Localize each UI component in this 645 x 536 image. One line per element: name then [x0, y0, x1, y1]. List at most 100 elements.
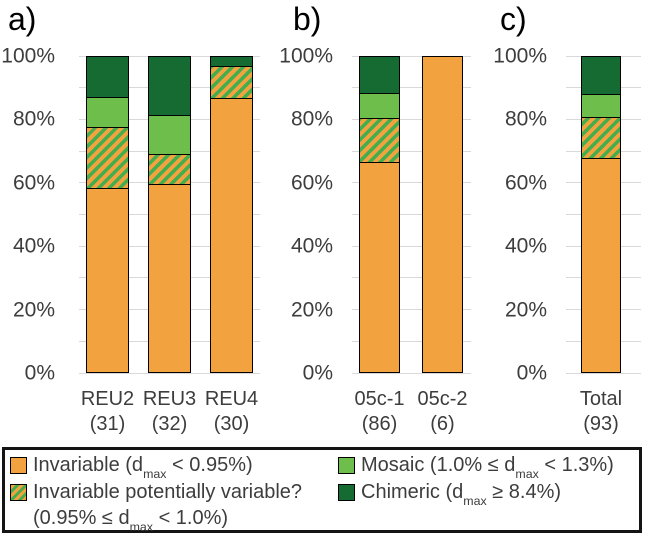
y-tick-label: 100%	[493, 44, 547, 68]
y-tick-label: 20%	[504, 298, 547, 322]
legend-swatch-mosaic	[338, 457, 355, 474]
gridline	[79, 372, 260, 374]
segment-mosaic	[87, 97, 128, 129]
y-tick-label: 80%	[12, 107, 55, 131]
bar-REU3	[148, 56, 191, 373]
y-tick-label: 100%	[279, 44, 333, 68]
gridline	[352, 245, 471, 247]
legend-label-invariable-potentially-variable: Invariable potentially variable? (0.95% ≤…	[33, 480, 303, 535]
gridline	[352, 55, 471, 57]
category-name: REU2	[80, 388, 135, 410]
legend-item-chimeric: Chimeric (dmax ≥ 8.4%)	[338, 479, 638, 508]
bar-05c-1	[359, 56, 400, 373]
plot-area-panel-b	[352, 55, 471, 374]
y-axis-panel-b: 0% 20% 40% 60% 80% 100%	[278, 46, 333, 384]
gridline	[352, 87, 471, 89]
category-count: (32)	[151, 413, 188, 435]
bar-REU4	[210, 56, 253, 373]
segment-invariable-potentially-variable	[211, 67, 252, 99]
x-category-label-REU3: REU3 (32)	[143, 387, 196, 437]
gridline	[352, 214, 471, 215]
x-category-label-05c-1: 05c-1 (86)	[354, 387, 404, 437]
segment-mosaic	[582, 94, 620, 119]
y-tick-label: 60%	[504, 171, 547, 195]
segment-invariable-potentially-variable	[582, 118, 620, 159]
segment-invariable	[582, 158, 620, 372]
x-category-label-05c-2: 05c-2 (6)	[417, 387, 467, 437]
segment-mosaic	[360, 93, 399, 120]
y-tick-label: 40%	[290, 234, 333, 258]
x-category-label-REU2: REU2 (31)	[81, 387, 134, 437]
gridline	[352, 182, 471, 184]
segment-mosaic	[149, 115, 190, 156]
y-tick-label: 40%	[12, 234, 55, 258]
bar-REU2	[86, 56, 129, 373]
segment-invariable	[211, 98, 252, 372]
legend-box: Invariable (dmax < 0.95%) Invariable pote…	[2, 447, 642, 533]
bar-05c-2	[422, 56, 463, 373]
plot-area-panel-a	[79, 55, 260, 374]
segment-chimeric	[87, 57, 128, 98]
legend-swatch-chimeric	[338, 483, 355, 501]
plot-area-panel-c	[566, 55, 641, 374]
bar-Total	[581, 56, 621, 373]
legend-label-chimeric: Chimeric (dmax ≥ 8.4%)	[361, 480, 562, 508]
gridline	[352, 150, 471, 152]
category-count: (6)	[430, 413, 455, 435]
y-tick-label: 0%	[516, 361, 547, 385]
legend-label-mosaic: Mosaic (1.0% ≤ dmax < 1.3%)	[361, 454, 614, 482]
gridline	[352, 340, 471, 342]
legend-column-left: Invariable (dmax < 0.95%) Invariable pote…	[10, 452, 330, 535]
y-tick-label: 0%	[302, 361, 333, 385]
category-count: (31)	[89, 413, 126, 435]
gridline	[352, 372, 471, 374]
category-name: 05c-2	[417, 388, 468, 410]
y-tick-label: 20%	[12, 298, 55, 322]
segment-invariable	[360, 163, 399, 372]
y-axis-panel-c: 0% 20% 40% 60% 80% 100%	[492, 46, 547, 384]
x-category-label-REU4: REU4 (30)	[205, 387, 258, 437]
y-tick-label: 20%	[290, 298, 333, 322]
segment-invariable-potentially-variable	[360, 119, 399, 164]
segment-invariable	[87, 189, 128, 372]
y-tick-label: 60%	[12, 171, 55, 195]
y-axis-panel-a: 0% 20% 40% 60% 80% 100%	[0, 46, 55, 384]
segment-chimeric	[582, 57, 620, 95]
y-tick-label: 60%	[290, 171, 333, 195]
segment-invariable-potentially-variable	[87, 128, 128, 189]
segment-invariable-potentially-variable	[149, 155, 190, 185]
gridline	[352, 309, 471, 311]
gridline	[566, 372, 641, 374]
category-name: Total	[579, 388, 623, 410]
y-tick-label: 0%	[24, 361, 55, 385]
y-tick-label: 100%	[1, 44, 55, 68]
y-tick-label: 40%	[504, 234, 547, 258]
y-tick-label: 80%	[504, 107, 547, 131]
category-name: 05c-1	[354, 388, 405, 410]
legend-item-invariable-potentially-variable: Invariable potentially variable? (0.95% ≤…	[10, 479, 330, 535]
category-count: (93)	[583, 413, 619, 435]
panel-a-letter: a)	[8, 1, 37, 37]
category-count: (30)	[213, 413, 250, 435]
panel-c-letter: c)	[500, 1, 527, 37]
category-name: REU4	[204, 388, 259, 410]
panel-b-letter: b)	[293, 1, 322, 37]
legend-swatch-invariable	[10, 457, 27, 474]
legend-label-invariable: Invariable (dmax < 0.95%)	[33, 454, 253, 482]
legend-column-right: Mosaic (1.0% ≤ dmax < 1.3%) Chimeric (dma…	[338, 452, 638, 508]
segment-chimeric	[149, 57, 190, 116]
legend-swatch-invariable-potentially-variable	[10, 483, 27, 501]
segment-invariable	[423, 57, 462, 372]
category-count: (86)	[361, 413, 398, 435]
gridline	[352, 118, 471, 120]
segment-chimeric	[360, 57, 399, 94]
x-category-label-Total: Total (93)	[580, 387, 622, 437]
legend-item-invariable: Invariable (dmax < 0.95%)	[10, 452, 330, 482]
category-name: REU3	[142, 388, 197, 410]
gridline	[352, 277, 471, 279]
legend-item-mosaic: Mosaic (1.0% ≤ dmax < 1.3%)	[338, 452, 638, 482]
y-tick-label: 80%	[290, 107, 333, 131]
segment-chimeric	[211, 57, 252, 68]
segment-invariable	[149, 184, 190, 372]
